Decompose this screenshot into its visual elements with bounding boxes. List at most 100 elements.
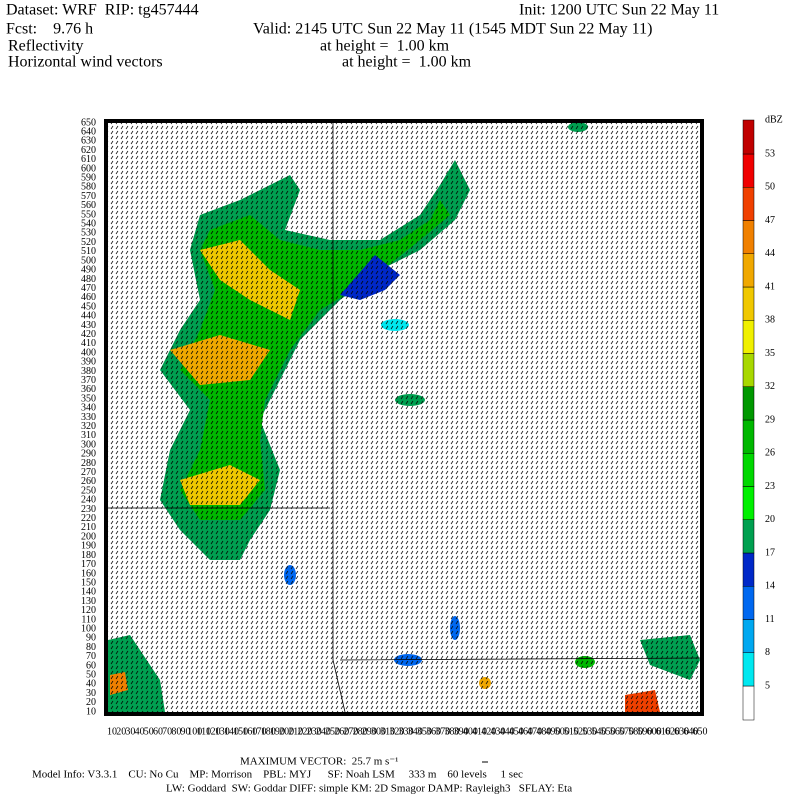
y-tick-label: 470 [81,283,96,294]
x-tick-label: 510 [564,726,579,737]
colorbar-segment [742,220,755,254]
y-tick-label: 350 [81,393,96,404]
x-tick-label: 550 [601,726,616,737]
y-tick-label: 650 [81,117,96,128]
colorbar-unit: dBZ [765,114,783,125]
y-tick-label: 570 [81,191,96,202]
y-tick-label: 580 [81,182,96,193]
y-tick-label: 440 [81,311,96,322]
init: Init: 1200 UTC Sun 22 May 11 [519,2,719,19]
y-tick-label: 450 [81,301,96,312]
x-tick-label: 30 [125,726,135,737]
max-vector: MAXIMUM VECTOR: 25.7 m s⁻¹ [240,756,398,768]
y-tick-label: 260 [81,476,96,487]
y-tick-label: 540 [81,219,96,230]
y-tick-label: 550 [81,209,96,220]
y-tick-label: 130 [81,596,96,607]
x-tick-label: 220 [297,726,312,737]
y-tick-label: 220 [81,513,96,524]
y-tick-label: 490 [81,265,96,276]
x-tick-label: 640 [683,726,698,737]
colorbar-label: 26 [765,448,775,459]
y-tick-label: 410 [81,338,96,349]
y-tick-label: 310 [81,430,96,441]
y-tick-label: 620 [81,145,96,156]
field-level: at height = 1.00 km [342,54,472,71]
x-tick-label: 620 [665,726,680,737]
colorbar-segment [742,320,755,354]
x-tick-label: 520 [573,726,588,737]
y-tick-label: 510 [81,246,96,257]
y-tick-label: 560 [81,200,96,211]
x-tick-label: 370 [435,726,450,737]
y-tick-label: 600 [81,163,96,174]
colorbar-label: 5 [765,680,770,691]
x-tick-label: 440 [500,726,515,737]
colorbar-segment [742,552,755,587]
colorbar-segment [742,486,755,520]
x-tick-label: 420 [481,726,496,737]
colorbar-segment [742,685,755,721]
x-tick-label: 290 [362,726,377,737]
x-tick-label: 140 [224,726,239,737]
x-tick-label: 260 [334,726,349,737]
colorbar-segment [742,119,755,155]
y-tick-label: 80 [86,642,96,653]
dataset: Dataset: WRF RIP: tg457444 [6,2,199,19]
x-tick-label: 240 [316,726,331,737]
plot-frame [104,119,704,716]
x-tick-label: 10 [107,726,117,737]
x-tick-label: 70 [162,726,172,737]
x-tick-label: 270 [343,726,358,737]
x-tick-label: 430 [490,726,505,737]
x-tick-label: 600 [647,726,662,737]
colorbar-segment [742,386,755,421]
colorbar-label: 20 [765,514,775,525]
x-tick-label: 320 [389,726,404,737]
y-tick-label: 630 [81,136,96,147]
x-tick-label: 480 [536,726,551,737]
fcst: Fcst: 9.76 h [6,21,93,38]
x-tick-label: 100 [187,726,202,737]
valid: Valid: 2145 UTC Sun 22 May 11 (1545 MDT … [253,21,652,38]
colorbar-label: 44 [765,248,775,259]
y-tick-label: 230 [81,504,96,515]
x-tick-label: 80 [171,726,181,737]
colorbar-segment [742,353,755,387]
x-tick-label: 560 [610,726,625,737]
field-name: Reflectivity [8,38,84,55]
colorbar-segment [742,286,755,321]
y-tick-label: 200 [81,531,96,542]
y-tick-label: 340 [81,403,96,414]
x-tick-label: 390 [454,726,469,737]
model-info: LW: Goddard SW: Goddar DIFF: simple KM: … [166,783,572,795]
x-tick-label: 250 [325,726,340,737]
colorbar-segment [742,586,755,620]
x-tick-label: 20 [116,726,126,737]
x-tick-label: 470 [527,726,542,737]
y-tick-label: 460 [81,292,96,303]
y-tick-label: 530 [81,228,96,239]
colorbar-label: 53 [765,148,775,159]
colorbar-segment [742,187,755,221]
wind-vectors [106,121,702,714]
x-tick-label: 300 [371,726,386,737]
colorbar-segment [742,419,755,454]
x-tick-label: 530 [582,726,597,737]
x-tick-label: 200 [279,726,294,737]
y-tick-label: 190 [81,541,96,552]
x-tick-label: 170 [252,726,267,737]
colorbar-segment [742,153,755,188]
x-tick-label: 40 [135,726,145,737]
y-tick-label: 60 [86,660,96,671]
y-tick-label: 170 [81,559,96,570]
y-tick-label: 610 [81,154,96,165]
y-tick-label: 390 [81,357,96,368]
y-tick-label: 590 [81,173,96,184]
x-tick-label: 60 [153,726,163,737]
colorbar-segment [742,519,755,554]
y-tick-label: 100 [81,623,96,634]
y-tick-label: 250 [81,485,96,496]
x-tick-label: 630 [674,726,689,737]
